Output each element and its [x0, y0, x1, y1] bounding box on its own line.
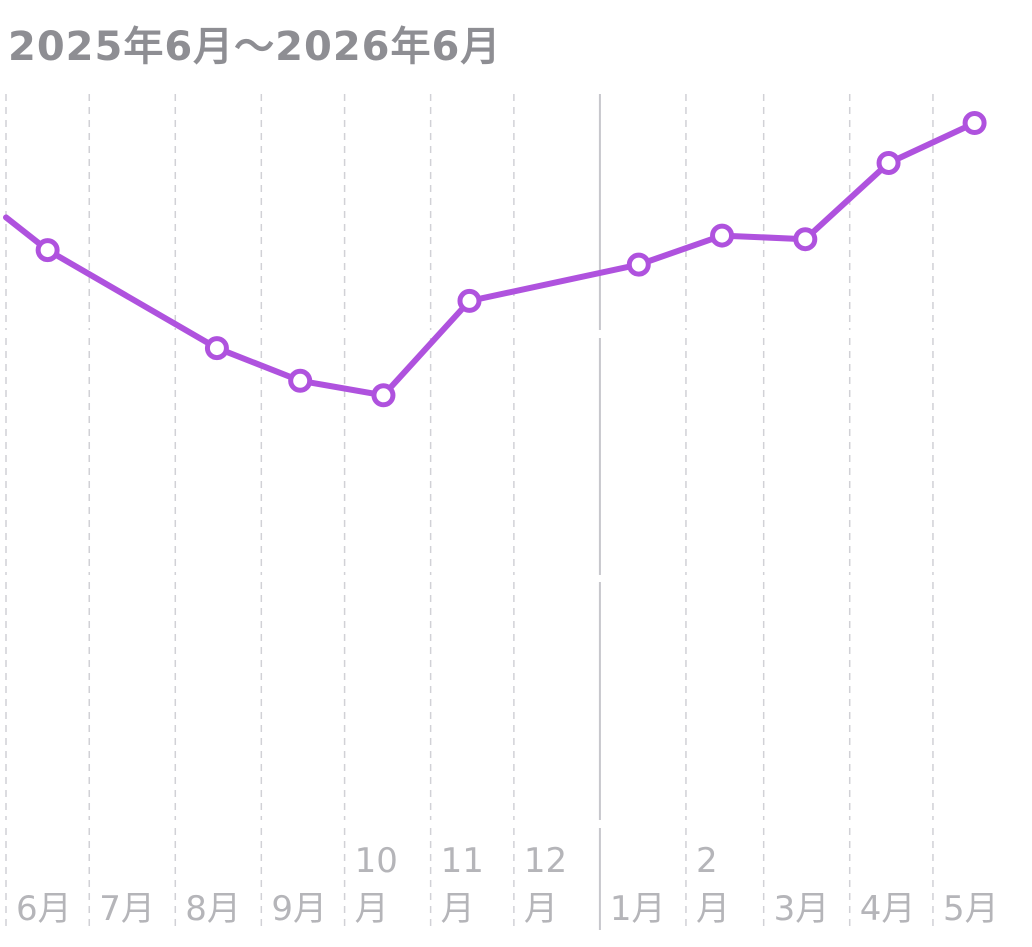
x-tick-label: 3月 [774, 889, 830, 929]
data-point [793, 227, 818, 252]
x-tick-label: 2 [696, 841, 718, 881]
x-tick-label: 9月 [271, 889, 327, 929]
x-tick-label: 1月 [610, 889, 666, 929]
x-tick-label: 月 [524, 889, 558, 929]
x-tick-label: 8月 [185, 889, 241, 929]
data-point [371, 383, 396, 408]
x-tick-label: 4月 [860, 889, 916, 929]
x-tick-label: 10 [355, 841, 398, 881]
data-point [710, 223, 735, 248]
grid-lines [5, 94, 934, 930]
data-point [204, 336, 229, 361]
data-point [962, 111, 987, 136]
data-point [876, 150, 901, 175]
x-tick-label: 6月 [16, 889, 72, 929]
x-tick-label: 月 [441, 889, 475, 929]
series-line [3, 120, 978, 399]
date-range-title: 2025年6月〜2026年6月 [8, 24, 502, 70]
series-layer [3, 111, 987, 408]
data-point [457, 288, 482, 313]
x-axis-ticks: 6月 7月 8月 9月 10 月 11 月 12 月 1月 2 月 3月 4月 5月 [16, 841, 999, 929]
x-tick-label: 7月 [99, 889, 155, 929]
x-tick-label: 5月 [943, 889, 999, 929]
x-tick-label: 月 [696, 889, 730, 929]
data-point [288, 368, 313, 393]
x-tick-label: 11 [441, 841, 484, 881]
x-tick-label: 12 [524, 841, 567, 881]
data-point [35, 238, 60, 263]
x-tick-label: 月 [355, 889, 389, 929]
data-point [626, 252, 651, 277]
